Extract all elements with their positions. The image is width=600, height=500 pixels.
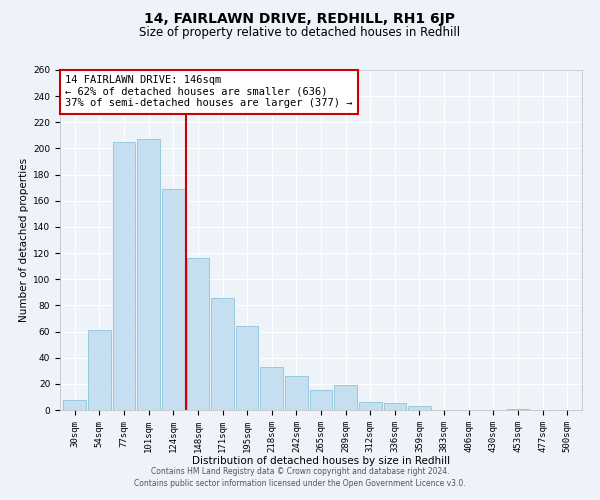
- Bar: [359, 402, 382, 410]
- Bar: [334, 385, 357, 410]
- Bar: [236, 326, 259, 410]
- Text: 14 FAIRLAWN DRIVE: 146sqm
← 62% of detached houses are smaller (636)
37% of semi: 14 FAIRLAWN DRIVE: 146sqm ← 62% of detac…: [65, 75, 353, 108]
- Bar: [383, 404, 406, 410]
- Bar: [310, 390, 332, 410]
- Bar: [113, 142, 136, 410]
- Text: 14, FAIRLAWN DRIVE, REDHILL, RH1 6JP: 14, FAIRLAWN DRIVE, REDHILL, RH1 6JP: [145, 12, 455, 26]
- Bar: [187, 258, 209, 410]
- Bar: [162, 189, 185, 410]
- Bar: [64, 400, 86, 410]
- Bar: [260, 367, 283, 410]
- X-axis label: Distribution of detached houses by size in Redhill: Distribution of detached houses by size …: [192, 456, 450, 466]
- Bar: [506, 408, 529, 410]
- Bar: [211, 298, 234, 410]
- Y-axis label: Number of detached properties: Number of detached properties: [19, 158, 29, 322]
- Bar: [285, 376, 308, 410]
- Text: Contains HM Land Registry data © Crown copyright and database right 2024.
Contai: Contains HM Land Registry data © Crown c…: [134, 466, 466, 487]
- Bar: [408, 406, 431, 410]
- Bar: [88, 330, 111, 410]
- Bar: [137, 140, 160, 410]
- Text: Size of property relative to detached houses in Redhill: Size of property relative to detached ho…: [139, 26, 461, 39]
